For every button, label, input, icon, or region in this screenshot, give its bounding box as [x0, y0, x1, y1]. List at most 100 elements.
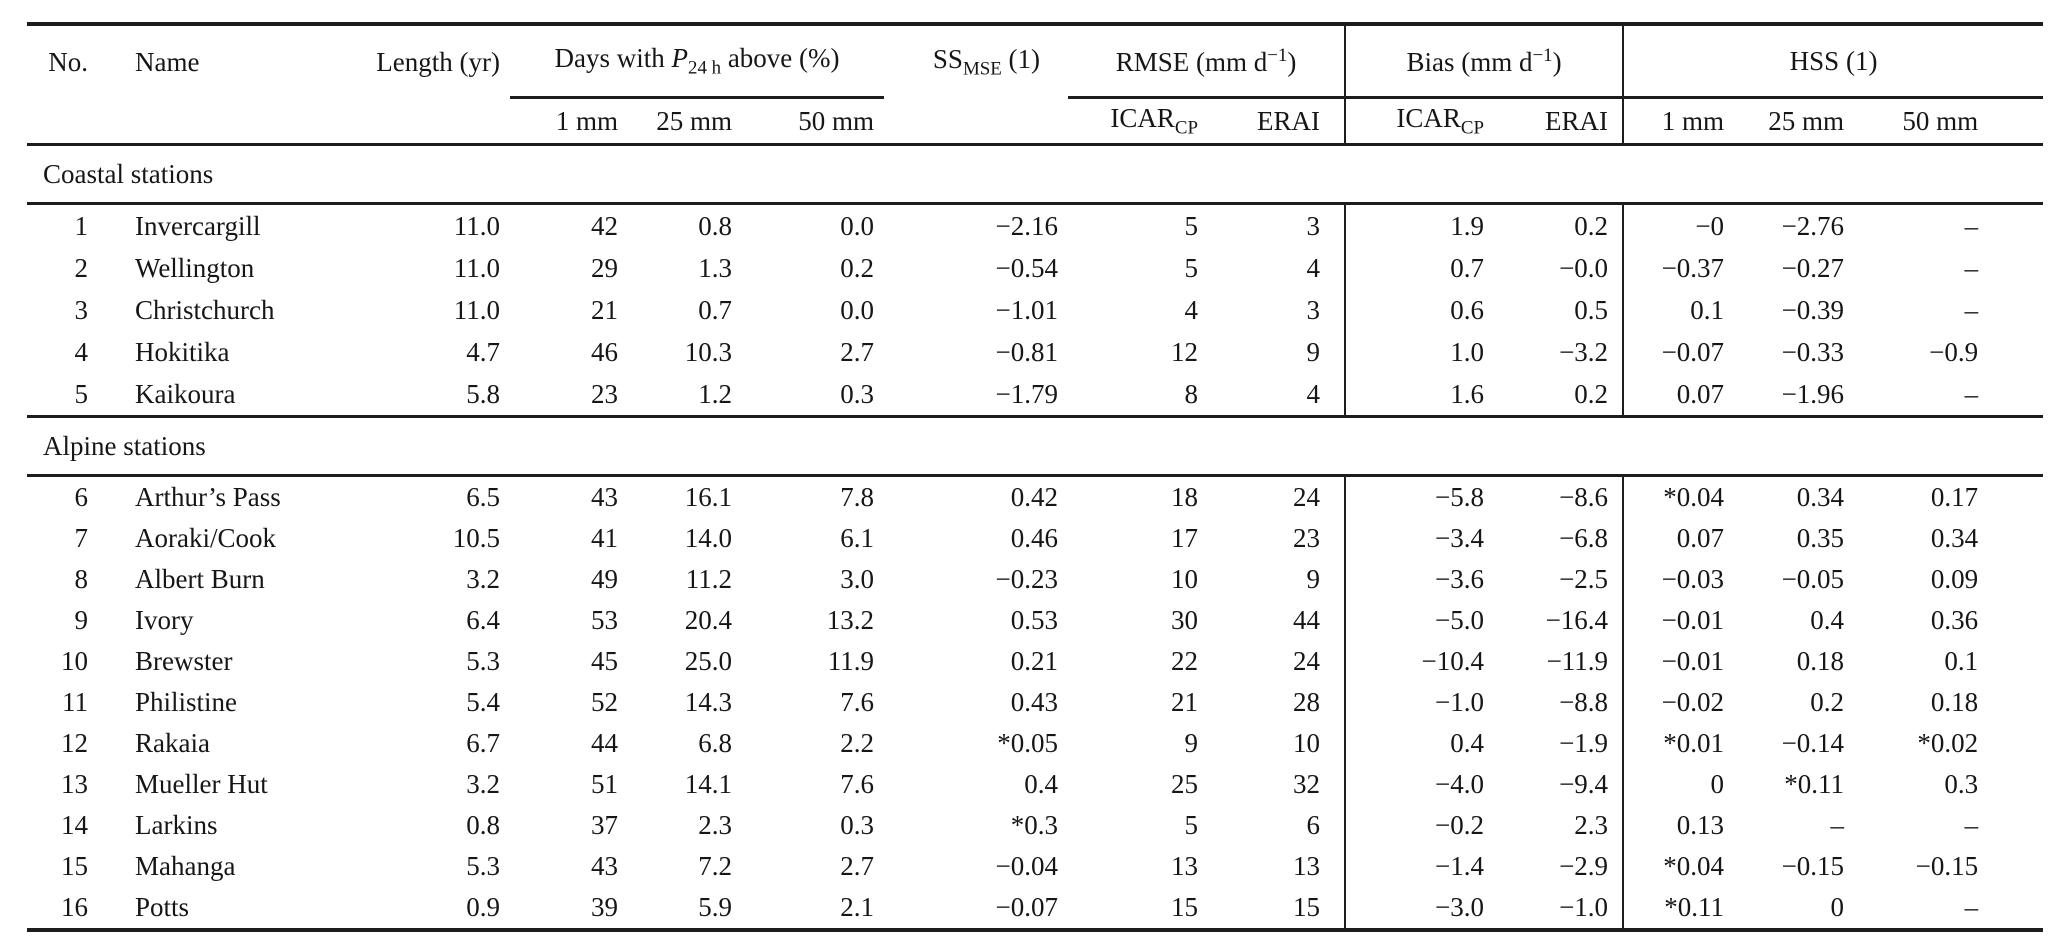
header-group-row: No. Name Length (yr) Days with P24 h abo… [27, 24, 2044, 99]
cell-days-1mm: 41 [591, 523, 618, 554]
cell-bias-icar: −5.0 [1344, 600, 1495, 641]
cell-rmse-erai: 23 [1293, 523, 1321, 554]
section-header-row: Alpine stations [27, 416, 2044, 477]
cell-length: 5.4 [466, 687, 500, 718]
days-label-pre: Days with [554, 42, 672, 73]
cell-days-1mm: 43 [591, 482, 618, 513]
cell-rmse-icar: 15 [1068, 887, 1209, 932]
cell-hss-50mm: 0.1 [1944, 646, 1979, 677]
table-row: 6 Arthur’s Pass 6.5 43 16.1 7.8 0.42 18 24 −5.8 −8… [27, 475, 2043, 518]
cell-hss-1mm: 0.1 [1622, 289, 1729, 331]
cell-rmse-erai: 9 [1306, 564, 1321, 595]
cell-length: 6.7 [466, 728, 500, 759]
cell-no: 14 [61, 810, 88, 841]
cell-days-50mm: 2.2 [840, 728, 875, 759]
cell-rmse-icar: 13 [1171, 851, 1199, 882]
cell-rmse-erai: 4 [1208, 373, 1346, 418]
cell-hss-50mm: – [1964, 294, 1979, 325]
icar-label-base: ICAR [1110, 102, 1175, 133]
ss-label-post: (1) [1001, 43, 1041, 74]
cell-hss-50mm: 0.17 [1930, 482, 1979, 513]
cell-hss-1mm: −0 [1622, 203, 1729, 247]
cell-rmse-erai: 10 [1293, 728, 1321, 759]
cell-name: Invercargill [135, 210, 261, 241]
cell-hss-25mm: 0.18 [1796, 646, 1845, 677]
cell-ss-mse: −1.79 [884, 373, 1069, 418]
cell-hss-50mm: – [1964, 252, 1979, 283]
cell-days-25mm: 14.1 [684, 769, 732, 800]
cell-hss-25mm: *0.11 [1784, 769, 1845, 800]
cell-rmse-erai: 28 [1293, 687, 1321, 718]
bias-label-sup: −1 [1532, 44, 1553, 66]
cell-days-50mm: 2.7 [840, 851, 875, 882]
cell-days-1mm: 29 [591, 252, 618, 283]
cell-ss-mse: 0.46 [1010, 523, 1059, 554]
cell-rmse-erai: 15 [1208, 887, 1346, 932]
subheader-rmse-icar: ICARCP [1068, 97, 1209, 146]
cell-no: 16 [27, 887, 95, 932]
subheader-empty [95, 97, 330, 146]
table-row: 4 Hokitika 4.7 46 10.3 2.7 −0.81 12 9 1.0 −3.2 −0.0… [27, 331, 2043, 373]
cell-ss-mse: −2.16 [995, 210, 1059, 241]
cell-hss-25mm: −0.15 [1781, 851, 1845, 882]
cell-name: Aoraki/Cook [135, 523, 276, 554]
subheader-days-50mm: 50 mm [742, 97, 885, 146]
cell-hss-1mm: 0.07 [1622, 373, 1729, 418]
cell-rmse-icar: 8 [1068, 373, 1209, 418]
cell-length: 11.0 [453, 294, 500, 325]
cell-bias-erai: −9.4 [1559, 769, 1609, 800]
cell-days-1mm: 23 [510, 373, 628, 418]
cell-rmse-erai: 9 [1306, 336, 1321, 367]
cell-ss-mse: −0.54 [995, 252, 1059, 283]
cell-ss-mse: 0.43 [1010, 687, 1059, 718]
cell-name: Philistine [135, 687, 238, 718]
cell-rmse-erai: 24 [1293, 482, 1321, 513]
cell-days-25mm: 5.9 [628, 887, 742, 932]
cell-hss-1mm: −0.02 [1622, 682, 1729, 723]
cell-rmse-erai: 44 [1293, 605, 1321, 636]
cell-days-25mm: 14.3 [684, 687, 732, 718]
cell-ss-mse: 0.42 [1010, 482, 1059, 513]
cell-days-50mm: 0.3 [742, 373, 885, 418]
cell-hss-1mm: −0.03 [1622, 559, 1729, 600]
cell-name: Mueller Hut [135, 769, 268, 800]
cell-name: Kaikoura [95, 373, 330, 418]
cell-bias-erai: 0.2 [1574, 210, 1609, 241]
cell-name: Rakaia [135, 728, 210, 759]
cell-name: Albert Burn [135, 564, 265, 595]
cell-days-25mm: 16.1 [684, 482, 732, 513]
cell-ss-mse: −0.04 [995, 851, 1059, 882]
cell-hss-1mm: *0.04 [1622, 475, 1729, 518]
cell-hss-25mm: 0.34 [1796, 482, 1845, 513]
cell-days-1mm: 44 [591, 728, 618, 759]
cell-name: Arthur’s Pass [135, 482, 281, 513]
cell-no: 10 [61, 646, 88, 677]
table-row: 12 Rakaia 6.7 44 6.8 2.2 *0.05 9 10 0.4 −1.9 *0.01 −… [27, 723, 2043, 764]
subheader-hss-25mm: 25 mm [1728, 97, 1849, 146]
table-header: No. Name Length (yr) Days with P24 h abo… [27, 24, 2044, 146]
col-group-rmse: RMSE (mm d−1) [1068, 24, 1346, 99]
cell-ss-mse: −0.07 [884, 887, 1069, 932]
cell-rmse-icar: 4 [1184, 294, 1199, 325]
cell-days-1mm: 45 [591, 646, 618, 677]
cell-bias-icar: −4.0 [1344, 764, 1495, 805]
cell-rmse-erai: 3 [1306, 294, 1321, 325]
cell-bias-erai: −1.0 [1494, 887, 1624, 932]
cell-name: Wellington [135, 252, 255, 283]
subheader-hss-1mm: 1 mm [1622, 97, 1729, 146]
cell-bias-erai: 0.5 [1574, 294, 1609, 325]
cell-hss-25mm: 0.4 [1810, 605, 1845, 636]
cell-no: 12 [61, 728, 88, 759]
cell-rmse-icar: 18 [1171, 482, 1199, 513]
cell-bias-erai: −2.9 [1559, 851, 1609, 882]
cell-days-25mm: 1.2 [628, 373, 742, 418]
cell-length: 5.8 [330, 373, 510, 418]
cell-days-1mm: 52 [591, 687, 618, 718]
cell-hss-25mm: – [1830, 810, 1845, 841]
cell-ss-mse: −0.81 [995, 336, 1059, 367]
cell-rmse-icar: 21 [1171, 687, 1199, 718]
cell-hss-25mm: −0.14 [1781, 728, 1845, 759]
subheader-empty [884, 97, 1069, 146]
cell-days-50mm: 0.2 [840, 252, 875, 283]
cell-name: Brewster [135, 646, 233, 677]
